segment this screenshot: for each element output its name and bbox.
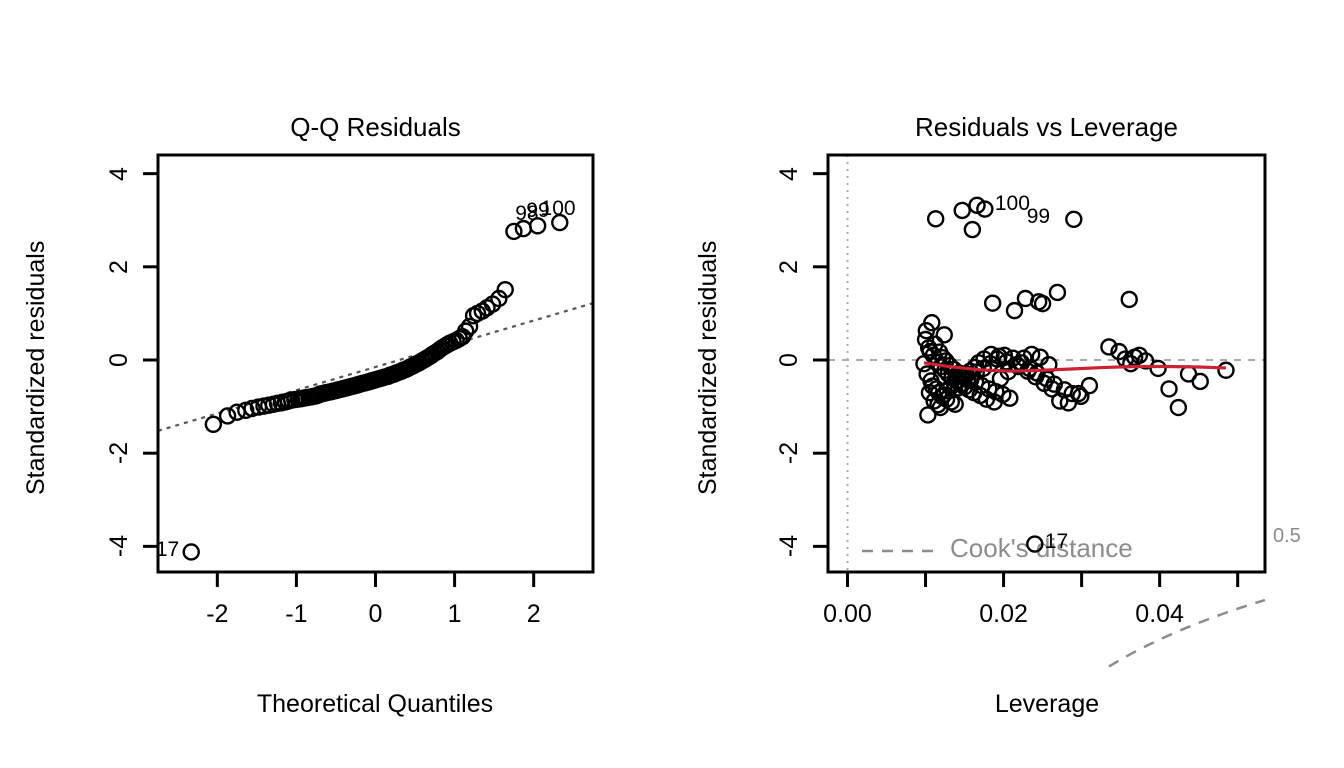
data-point (1063, 384, 1081, 403)
data-point (963, 220, 982, 239)
outlier-point-label-100: 100 (540, 197, 576, 221)
data-point (460, 317, 479, 336)
x-axis-tick-label: -1 (285, 600, 308, 628)
data-point (496, 280, 514, 299)
data-point (982, 345, 1000, 364)
data-point (528, 217, 547, 235)
leverage-x-axis-title: Leverage (994, 690, 1100, 718)
x-axis-tick-label: 0.04 (1135, 600, 1184, 628)
data-point (1048, 283, 1067, 302)
data-point (1001, 389, 1019, 407)
data-point (1059, 394, 1078, 412)
qq-x-axis-title: Theoretical Quantiles (256, 690, 494, 718)
data-point (1080, 376, 1099, 395)
data-point (998, 353, 1016, 371)
data-point (182, 543, 200, 561)
data-point (1033, 294, 1052, 313)
data-point (1149, 359, 1167, 378)
data-point (923, 314, 941, 332)
data-point (953, 201, 971, 220)
panel-residuals-vs-leverage: Residuals vs Leverage Standardized resid… (672, 0, 1344, 768)
data-point (1217, 361, 1235, 379)
y-axis-tick-label: 2 (775, 259, 803, 274)
qq-plot-canvas (143, 153, 595, 587)
data-point-group (915, 196, 1235, 553)
data-point (929, 396, 947, 414)
leverage-plot-title: Residuals vs Leverage (914, 112, 1179, 142)
x-axis-tick-label: 1 (447, 600, 462, 628)
y-axis-tick-label: -4 (105, 535, 133, 558)
cooks-distance-contour-0.5 (1108, 598, 1266, 668)
outlier-point-label-99: 99 (1026, 205, 1051, 229)
data-point (983, 294, 1002, 312)
loess-smoother-line (923, 361, 1227, 373)
outlier-point-label-99: 99 (526, 198, 550, 222)
leverage-plot-canvas (813, 153, 1267, 668)
qq-plot-title: Q-Q Residuals (290, 112, 461, 142)
panel-qq-residuals: Q-Q Residuals Standardized residuals The… (22, 112, 595, 718)
qq-reference-line (157, 302, 594, 432)
plot-frame-box (826, 153, 1267, 574)
y-axis-tick-label: 2 (105, 259, 133, 274)
outlier-point-label-98: 98 (515, 201, 539, 225)
x-axis-tick-label: 0.00 (823, 600, 872, 628)
data-point (1160, 380, 1178, 398)
data-point (243, 399, 261, 418)
outlier-point-label-100: 100 (994, 192, 1030, 216)
data-point (976, 200, 994, 218)
data-point (1026, 535, 1044, 553)
data-point (1043, 380, 1061, 398)
data-point (1065, 210, 1083, 229)
data-point (218, 407, 237, 425)
outlier-point-label-17: 17 (155, 537, 180, 561)
data-point (1120, 290, 1138, 309)
y-axis-tick-label: 0 (105, 353, 133, 367)
data-point (926, 210, 945, 228)
y-axis-tick-label: 0 (775, 353, 803, 367)
data-point (1169, 398, 1188, 417)
y-axis-tick-label: -4 (775, 535, 803, 558)
data-point (456, 322, 475, 340)
y-axis-tick-label: 4 (775, 166, 803, 181)
data-point (1009, 357, 1028, 376)
data-point (505, 222, 523, 241)
data-point (919, 406, 937, 424)
cooks-distance-contour-label: 0.5 (1273, 525, 1301, 547)
data-point (977, 390, 996, 408)
data-point (1191, 372, 1209, 391)
data-point (551, 213, 569, 232)
outlier-point-label-17: 17 (1044, 530, 1069, 554)
data-point (985, 393, 1003, 411)
x-axis-tick-label: 2 (526, 600, 541, 628)
data-point (1051, 392, 1069, 410)
y-axis-tick-label: -2 (105, 442, 133, 465)
data-point-group (182, 213, 569, 561)
data-point (1136, 352, 1155, 370)
data-point (1100, 338, 1118, 356)
data-point (931, 398, 950, 417)
x-axis-tick-label: 0.02 (979, 600, 1028, 628)
y-axis-tick-label: -2 (775, 442, 803, 465)
data-point (204, 415, 223, 433)
x-axis-tick-label: -2 (206, 600, 229, 628)
data-point (935, 326, 953, 344)
y-axis-tick-label: 4 (105, 166, 133, 181)
x-axis-tick-label: 0 (368, 600, 383, 628)
data-point (1005, 301, 1024, 320)
